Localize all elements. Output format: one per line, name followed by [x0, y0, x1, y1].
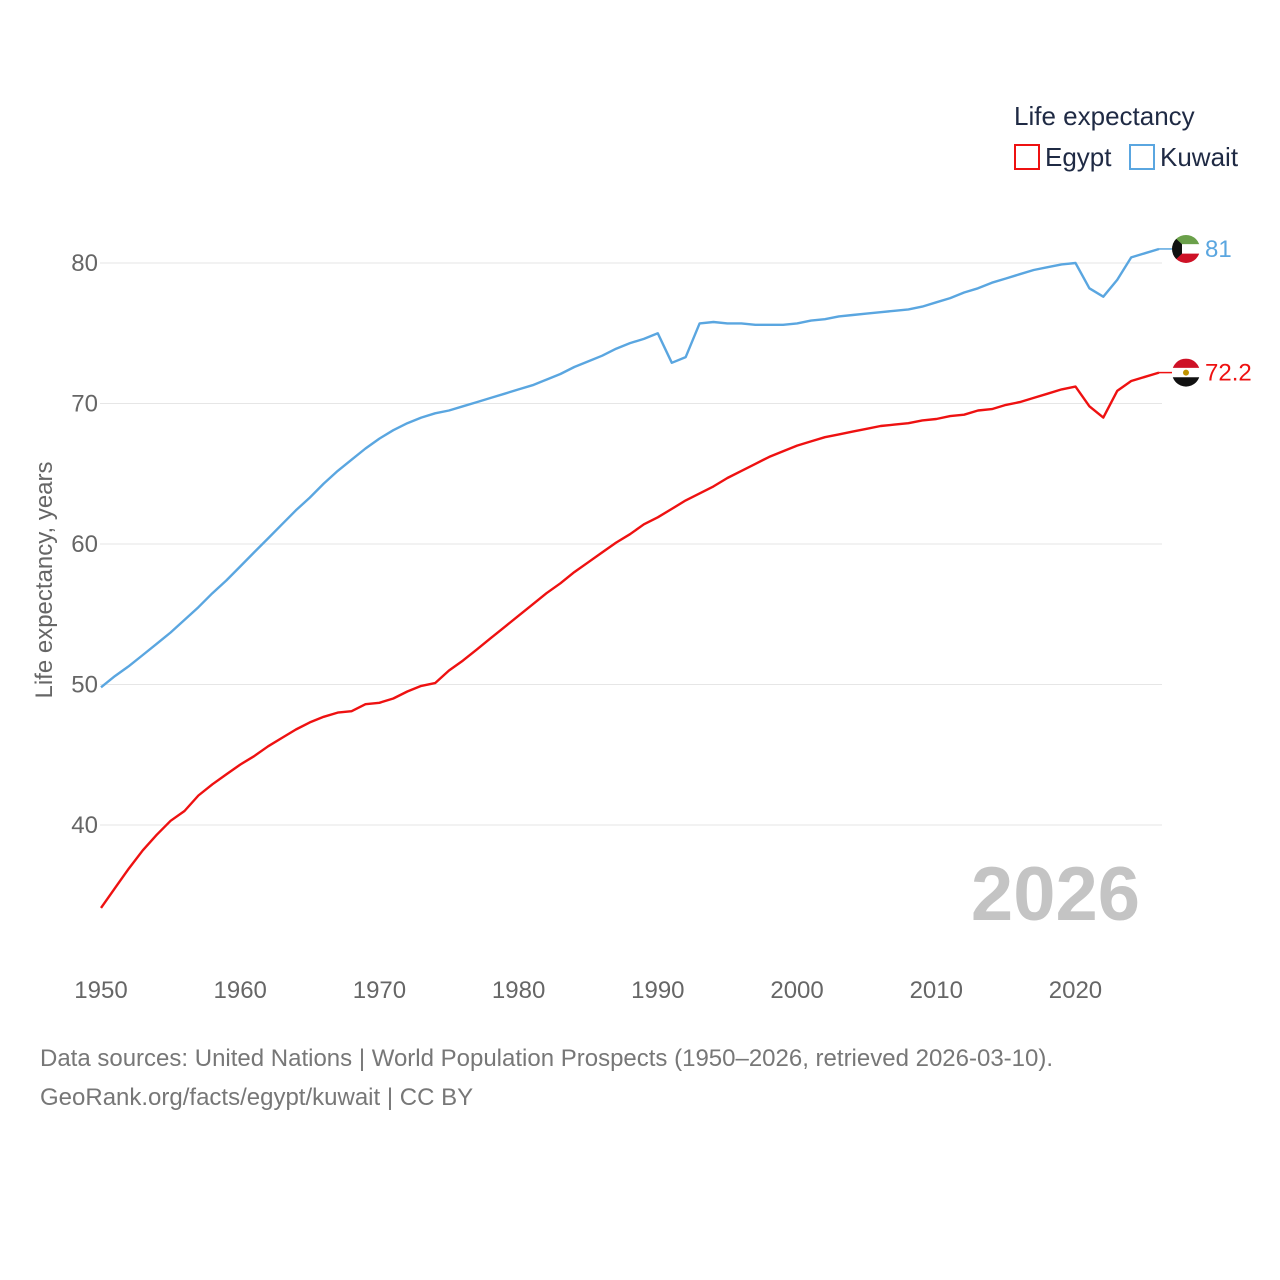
x-tick-label: 2010: [910, 977, 963, 1004]
legend-item-egypt[interactable]: Egypt: [1014, 142, 1112, 172]
end-value-label-kuwait: 81: [1205, 236, 1232, 263]
egypt-flag-icon: [1172, 358, 1200, 387]
series-line-egypt[interactable]: [100, 371, 1160, 909]
x-tick-label: 1970: [353, 977, 406, 1004]
series-line-kuwait[interactable]: [100, 247, 1160, 689]
x-axis-ticks: 1950 1960 1970 1980 1990 2000 2010 2020: [74, 977, 1102, 1004]
y-axis-label: Life expectancy, years: [31, 461, 58, 698]
current-year-watermark: 2026: [971, 852, 1140, 937]
y-tick-label: 40: [71, 812, 98, 839]
x-tick-label: 2020: [1049, 977, 1102, 1004]
y-tick-label: 50: [71, 672, 98, 699]
x-tick-label: 1990: [631, 977, 684, 1004]
kuwait-flag-icon: [1172, 234, 1200, 263]
legend-swatch-egypt: [1014, 144, 1040, 170]
life-expectancy-chart: 40 50 60 70 80 1950 1960 1970 1980 1990 2000 2010 2…: [31, 101, 1252, 1004]
x-tick-label: 1960: [214, 977, 267, 1004]
y-tick-label: 60: [71, 531, 98, 558]
attribution-link[interactable]: GeoRank.org/facts/egypt/kuwait | CC BY: [40, 1084, 474, 1111]
y-tick-label: 70: [71, 391, 98, 418]
legend-label-egypt: Egypt: [1045, 142, 1112, 172]
x-tick-label: 1950: [74, 977, 127, 1004]
series-lines: [100, 247, 1160, 909]
legend-title: Life expectancy: [1014, 101, 1195, 131]
end-value-label-egypt: 72.2: [1205, 360, 1252, 387]
end-markers: 72.2 81: [1159, 234, 1252, 387]
y-axis-ticks: 40 50 60 70 80: [71, 250, 98, 839]
legend: Life expectancy Egypt Kuwait: [1014, 101, 1239, 172]
x-tick-label: 2000: [770, 977, 823, 1004]
legend-label-kuwait: Kuwait: [1160, 142, 1239, 172]
y-tick-label: 80: [71, 250, 98, 277]
gridlines: [100, 262, 1162, 826]
data-sources-note: Data sources: United Nations | World Pop…: [40, 1045, 1054, 1072]
legend-swatch-kuwait: [1129, 144, 1155, 170]
x-tick-label: 1980: [492, 977, 545, 1004]
legend-item-kuwait[interactable]: Kuwait: [1129, 142, 1239, 172]
